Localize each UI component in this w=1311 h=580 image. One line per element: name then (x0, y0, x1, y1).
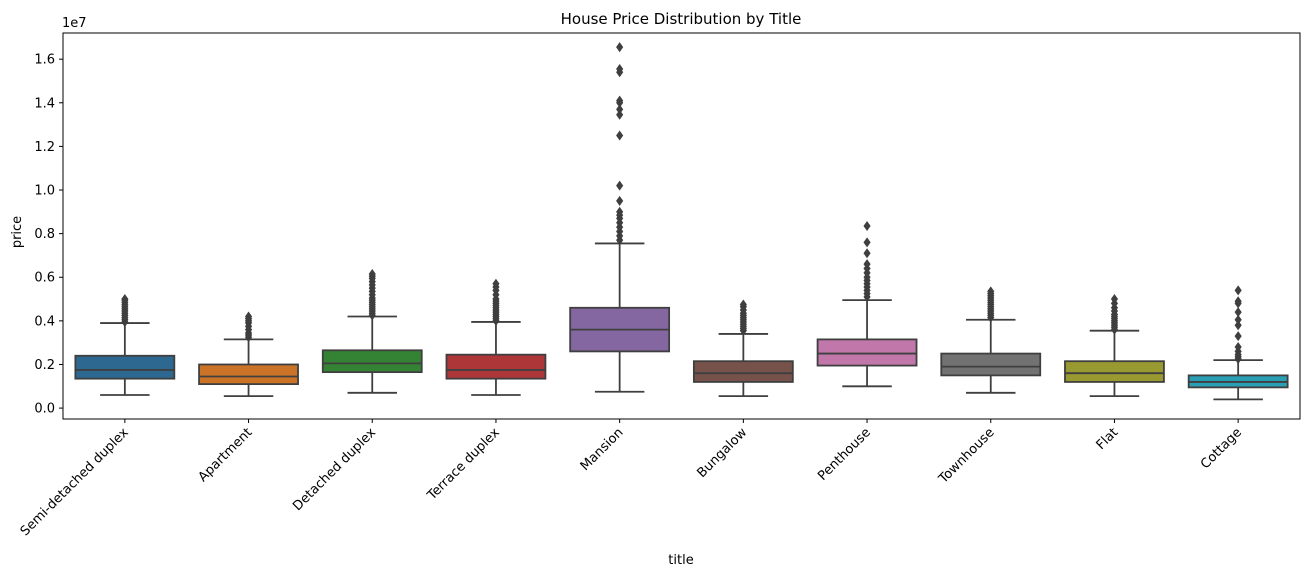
outlier-point (863, 248, 871, 259)
outlier-point (987, 286, 995, 297)
iqr-box (198, 363, 299, 386)
x-tick-label: Townhouse (936, 425, 998, 487)
chart-title: House Price Distribution by Title (561, 10, 802, 28)
outlier-point (492, 278, 500, 289)
y-tick-label: 0.0 (34, 402, 55, 417)
x-tick-label: Mansion (578, 425, 627, 474)
outlier-point (1234, 285, 1242, 296)
y-tick-label: 1.2 (34, 140, 55, 155)
outlier-point (1234, 314, 1242, 325)
iqr-box (1064, 360, 1165, 383)
outlier-point (616, 104, 624, 115)
x-tick-label: Bungalow (694, 425, 750, 481)
x-tick-label: Flat (1094, 425, 1122, 453)
iqr-box (692, 360, 794, 383)
y-tick-label: 0.2 (34, 358, 55, 373)
box-group-apartment (198, 311, 299, 398)
box-group-cottage (1187, 285, 1289, 401)
outlier-point (1234, 320, 1242, 331)
outlier-point (616, 63, 624, 75)
outlier-point (616, 130, 624, 141)
y-tick-label: 1.6 (34, 53, 55, 68)
box-group-terrace-duplex (445, 278, 547, 396)
outlier-point (368, 268, 376, 279)
y-axis-title: price (10, 216, 25, 248)
outlier-point (1234, 342, 1242, 353)
plot-area (74, 42, 1289, 401)
outlier-point (863, 237, 871, 248)
iqr-box (445, 353, 547, 380)
iqr-box (816, 338, 918, 367)
outlier-point (244, 311, 253, 322)
box-group-detached-duplex (321, 268, 423, 394)
outlier-point (121, 294, 129, 305)
y-axis-scale-label: 1e7 (62, 16, 87, 31)
x-tick-label: Apartment (196, 425, 256, 485)
outlier-point (616, 206, 624, 217)
outlier-point (616, 109, 624, 120)
x-axis-title: title (668, 553, 693, 568)
y-tick-label: 1.0 (34, 184, 55, 199)
outlier-point (863, 220, 871, 232)
box-group-penthouse (816, 220, 918, 388)
plot-frame (62, 32, 1301, 420)
y-tick-label: 0.4 (34, 314, 55, 329)
box-group-flat (1064, 294, 1165, 398)
outlier-point (863, 259, 871, 270)
axes: 0.0 0.2 0.4 0.6 0.8 1.0 1.2 1.4 1.6 Semi-detached… (18, 32, 1301, 539)
outlier-point (616, 95, 624, 106)
box-group-mansion (569, 42, 671, 393)
outlier-point (616, 180, 624, 191)
outlier-point (1234, 296, 1242, 307)
outlier-point (739, 299, 747, 310)
x-tick-label: Semi-detached duplex (18, 425, 132, 539)
iqr-box (940, 352, 1042, 377)
y-tick-label: 0.6 (34, 271, 55, 286)
outlier-point (616, 195, 624, 206)
y-tick-label: 0.8 (34, 227, 55, 242)
x-tick-label: Penthouse (815, 425, 874, 484)
box-group-bungalow (692, 299, 794, 398)
y-tick-label: 1.4 (34, 96, 55, 111)
x-tick-label: Terrace duplex (424, 425, 503, 504)
outlier-point (616, 42, 624, 53)
x-tick-label: Detached duplex (290, 425, 379, 514)
box-group-townhouse (940, 286, 1042, 394)
x-tick-label: Cottage (1198, 425, 1245, 472)
outlier-point (1110, 294, 1119, 305)
outlier-point (1234, 331, 1242, 342)
iqr-box (74, 354, 176, 380)
outlier-point (1234, 307, 1242, 318)
iqr-box (321, 349, 423, 374)
box-group-semi-detached-duplex (74, 294, 176, 396)
